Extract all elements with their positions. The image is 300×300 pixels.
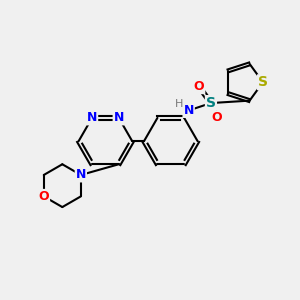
Text: O: O: [194, 80, 204, 93]
Text: H: H: [175, 99, 183, 109]
Text: N: N: [87, 111, 97, 124]
Text: N: N: [114, 111, 124, 124]
Text: N: N: [184, 104, 194, 117]
Text: S: S: [206, 96, 216, 110]
Text: S: S: [258, 75, 268, 89]
Text: O: O: [212, 111, 222, 124]
Text: N: N: [76, 169, 86, 182]
Text: O: O: [38, 190, 49, 203]
